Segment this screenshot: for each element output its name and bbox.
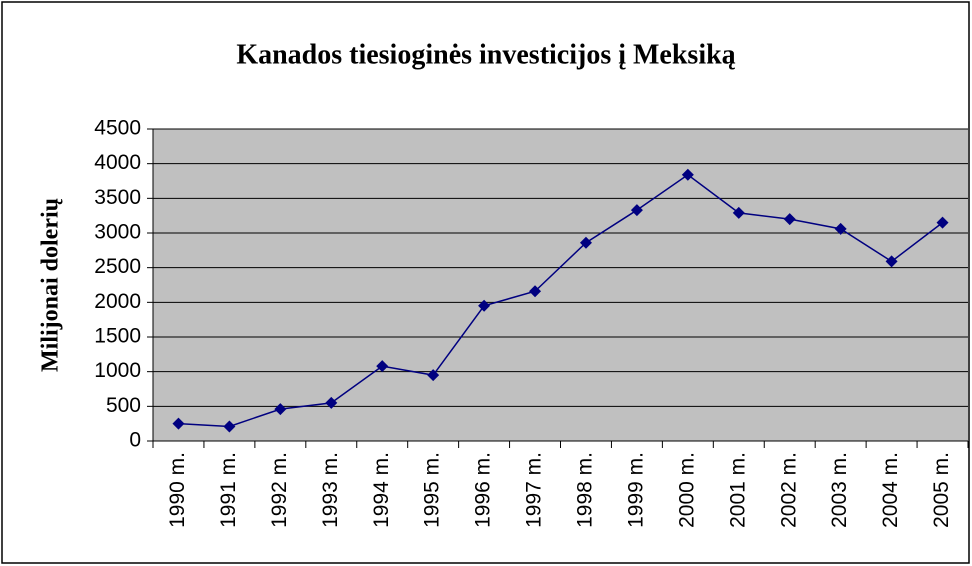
data-point <box>325 396 338 409</box>
x-tick-label: 1994 m. <box>370 452 393 528</box>
x-tick-label: 1999 m. <box>624 452 647 528</box>
data-point <box>376 360 389 373</box>
y-tick-label: 500 <box>106 394 141 417</box>
data-point <box>223 420 236 433</box>
data-point <box>732 206 745 219</box>
y-tick-label: 2000 <box>94 290 141 313</box>
data-line <box>178 173 943 428</box>
x-tick-label: 1991 m. <box>217 452 240 528</box>
x-tick-label: 1992 m. <box>268 452 291 528</box>
x-tick-label: 2001 m. <box>726 452 749 528</box>
x-tick-label: 2005 m. <box>930 452 953 528</box>
y-tick-label: 1000 <box>94 359 141 382</box>
x-tick-label: 1996 m. <box>472 452 495 528</box>
y-tick-label: 1500 <box>94 325 141 348</box>
data-point <box>427 369 440 382</box>
x-tick-label: 1998 m. <box>574 452 597 528</box>
x-tick-label: 2004 m. <box>879 452 902 528</box>
y-tick-label: 3000 <box>94 221 141 244</box>
data-point <box>936 216 949 229</box>
y-tick-label: 2500 <box>94 255 141 278</box>
data-point <box>783 213 796 226</box>
x-tick-label: 1990 m. <box>166 452 189 528</box>
plot-area <box>153 129 968 441</box>
data-point <box>885 255 898 268</box>
data-point <box>579 236 592 249</box>
y-tick-label: 3500 <box>94 186 141 209</box>
data-point <box>172 417 185 430</box>
x-tick-label: 2002 m. <box>777 452 800 528</box>
data-point <box>478 299 491 312</box>
y-tick-label: 4000 <box>94 151 141 174</box>
data-point <box>681 168 694 181</box>
y-tick-label: 0 <box>129 429 141 452</box>
x-tick-label: 1993 m. <box>319 452 342 528</box>
x-tick-label: 2000 m. <box>675 452 698 528</box>
data-point <box>274 403 287 416</box>
data-point <box>529 285 542 298</box>
y-tick-label: 4500 <box>94 117 141 140</box>
x-tick-label: 1997 m. <box>523 452 546 528</box>
data-point <box>630 204 643 217</box>
x-tick-label: 1995 m. <box>421 452 444 528</box>
chart-title: Kanados tiesioginės investicijos į Meksi… <box>236 39 735 70</box>
data-point <box>834 222 847 235</box>
x-tick-label: 2003 m. <box>828 452 851 528</box>
y-axis-label: Milijonai dolerių <box>38 198 64 372</box>
